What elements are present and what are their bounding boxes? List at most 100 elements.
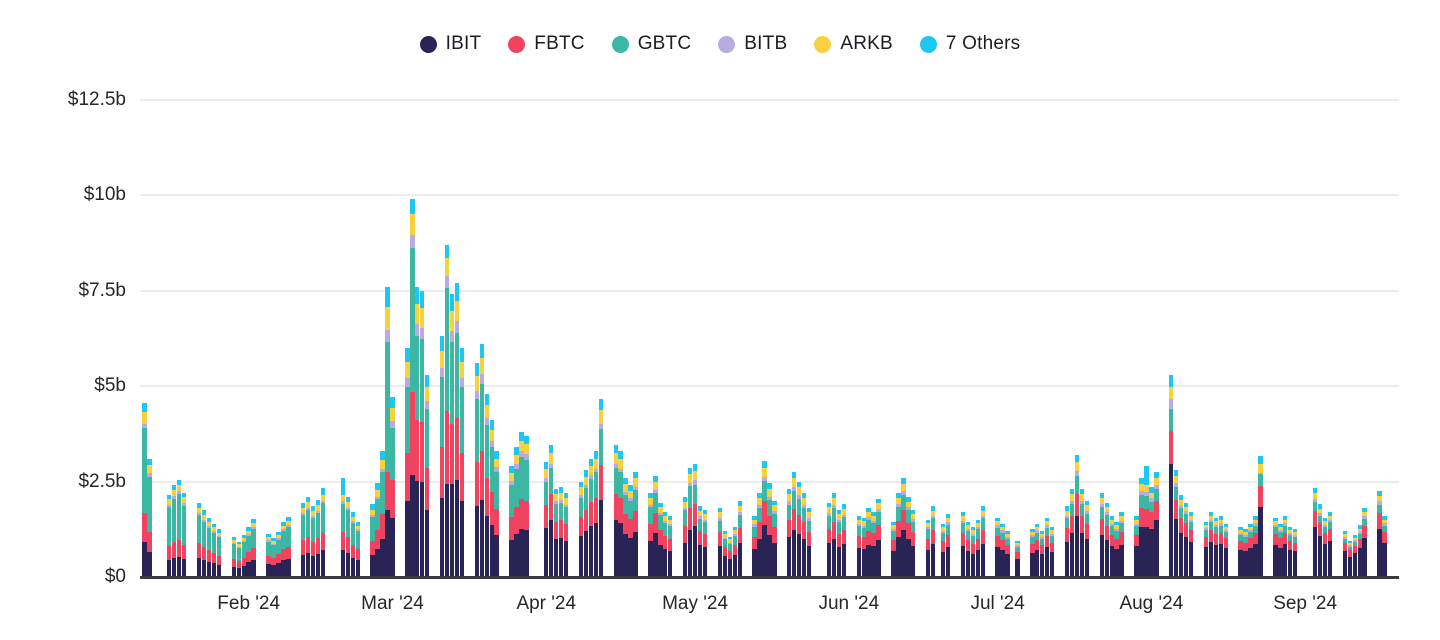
legend-item-gbtc[interactable]: GBTC: [611, 33, 692, 55]
segment-gbtc: [975, 529, 980, 539]
segment-ibit: [246, 562, 251, 577]
segment-gbtc: [588, 478, 594, 503]
segment-gbtc: [1069, 504, 1075, 517]
segment-others: [514, 447, 519, 455]
segment-ibit: [553, 539, 559, 577]
legend-item-fbtc[interactable]: FBTC: [508, 33, 585, 55]
legend-item-ibit[interactable]: IBIT: [419, 33, 482, 55]
segment-arkb: [658, 507, 663, 513]
segment-others: [1362, 508, 1367, 513]
segment-fbtc: [925, 538, 931, 551]
segment-arkb: [762, 467, 767, 477]
legend-label: GBTC: [637, 33, 692, 54]
legend-item-others[interactable]: 7 Others: [919, 33, 1020, 55]
segment-others: [142, 403, 147, 412]
legend-label: FBTC: [534, 33, 585, 54]
segment-fbtc: [375, 530, 380, 549]
bar-2024-08-14: [1213, 517, 1219, 577]
segment-ibit: [1109, 546, 1114, 577]
segment-others: [390, 397, 395, 409]
segment-gbtc: [201, 521, 207, 547]
segment-others: [345, 496, 351, 503]
segment-ibit: [668, 550, 673, 577]
segment-others: [792, 471, 797, 479]
segment-others: [1049, 527, 1055, 531]
segment-gbtc: [1183, 514, 1189, 524]
segment-bitb: [866, 517, 871, 520]
segment-ibit: [320, 550, 326, 577]
bar-2024-09-09: [1342, 531, 1347, 577]
segment-bitb: [757, 504, 762, 509]
segment-bitb: [1382, 523, 1387, 526]
segment-others: [415, 286, 420, 305]
segment-arkb: [1144, 485, 1149, 492]
segment-arkb: [618, 458, 623, 469]
segment-fbtc: [1342, 543, 1347, 552]
segment-gbtc: [732, 536, 737, 545]
segment-arkb: [1317, 508, 1323, 514]
segment-bitb: [177, 491, 182, 495]
segment-others: [1154, 471, 1159, 479]
bar-2024-04-15: [613, 445, 618, 577]
segment-others: [806, 508, 812, 513]
segment-ibit: [787, 537, 792, 577]
segment-bitb: [861, 525, 866, 528]
segment-fbtc: [588, 502, 594, 527]
bar-2024-04-10: [588, 458, 594, 577]
bar-2024-07-30: [1139, 477, 1144, 577]
fbtc-color-dot-icon: [508, 35, 526, 53]
segment-bitb: [474, 390, 479, 400]
segment-fbtc: [1243, 542, 1248, 552]
segment-others: [1119, 512, 1124, 516]
segment-others: [425, 374, 430, 387]
segment-gbtc: [1362, 519, 1367, 527]
segment-gbtc: [509, 485, 514, 518]
segment-ibit: [653, 533, 658, 577]
segment-fbtc: [196, 543, 202, 558]
segment-bitb: [459, 377, 465, 387]
segment-bitb: [514, 464, 519, 470]
segment-gbtc: [841, 517, 847, 530]
segment-ibit: [1317, 536, 1323, 577]
segment-ibit: [1347, 556, 1352, 577]
segment-arkb: [305, 502, 311, 509]
segment-arkb: [1273, 521, 1278, 525]
segment-bitb: [1218, 523, 1223, 526]
segment-bitb: [1213, 524, 1219, 528]
segment-bitb: [1069, 500, 1075, 505]
segment-fbtc: [1099, 519, 1104, 535]
segment-ibit: [995, 547, 1000, 577]
segment-bitb: [960, 520, 966, 524]
segment-fbtc: [439, 447, 445, 498]
segment-arkb: [1223, 526, 1228, 530]
segment-fbtc: [960, 533, 966, 547]
segment-fbtc: [1119, 532, 1124, 545]
segment-arkb: [727, 539, 732, 543]
segment-ibit: [1169, 463, 1174, 577]
segment-others: [1223, 523, 1228, 527]
segment-gbtc: [613, 467, 618, 494]
segment-fbtc: [1109, 534, 1114, 547]
segment-gbtc: [1312, 502, 1318, 512]
segment-arkb: [1243, 532, 1248, 536]
segment-fbtc: [142, 512, 147, 543]
segment-ibit: [514, 534, 519, 577]
segment-bitb: [717, 517, 723, 521]
segment-arkb: [474, 375, 479, 391]
segment-fbtc: [801, 522, 807, 540]
segment-ibit: [1357, 548, 1362, 577]
segment-bitb: [687, 483, 693, 487]
segment-fbtc: [1035, 540, 1040, 551]
legend-item-arkb[interactable]: ARKB: [814, 33, 893, 55]
segment-others: [454, 282, 460, 301]
legend-item-bitb[interactable]: BITB: [718, 33, 787, 55]
segment-arkb: [757, 498, 762, 505]
segment-fbtc: [340, 532, 346, 551]
segment-ibit: [658, 544, 663, 577]
segment-fbtc: [583, 509, 589, 531]
segment-ibit: [1035, 550, 1040, 577]
segment-fbtc: [1173, 499, 1179, 520]
segment-fbtc: [1248, 538, 1253, 549]
segment-ibit: [177, 556, 182, 577]
segment-ibit: [241, 566, 246, 577]
